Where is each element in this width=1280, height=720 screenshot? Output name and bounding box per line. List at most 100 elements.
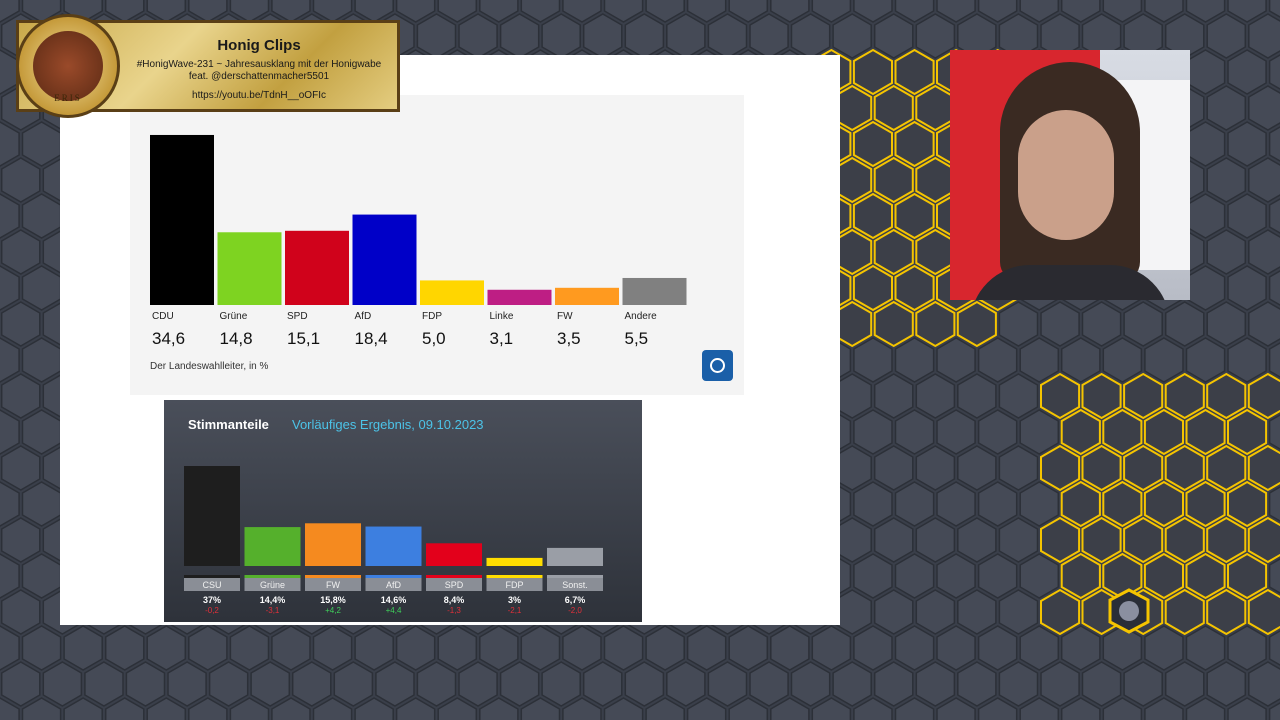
hex-cell-460: [1227, 408, 1268, 456]
chart1-bar-CDU: [150, 134, 214, 305]
hex-cell-706: [479, 697, 519, 720]
hex-cell-492: [1206, 444, 1247, 492]
hex-cell-525: [1185, 480, 1226, 528]
hex-cell-56: [894, 0, 935, 23]
hex-cell-550: [873, 517, 914, 563]
chart2-category-label: SPD: [445, 580, 464, 590]
hex-cell-631: [104, 625, 145, 671]
hex-cell-395: [1268, 342, 1280, 378]
hex-cell-651: [936, 625, 976, 671]
hex-cell-670: [375, 661, 415, 707]
hex-cell-388: [977, 337, 1018, 383]
hex-cell-294: [1206, 229, 1247, 275]
hex-cell-87: [832, 13, 872, 59]
hex-cell-558: [1206, 516, 1247, 564]
chart2-bar-Sonst.: [547, 547, 603, 566]
hex-cell-717: [936, 697, 976, 720]
chart1-plot: CDU 34,6 Grüne 14,8 SPD 15,1 AfD 18,4 FDP 5,0 Link…: [150, 134, 687, 348]
hex-cell-393: [1185, 337, 1226, 383]
hex-cell-710: [645, 697, 685, 720]
hex-cell-97: [1248, 13, 1280, 59]
chart2-bar-underline: [486, 575, 543, 578]
hex-cell-524: [1143, 480, 1184, 528]
hex-cell-459: [1185, 408, 1226, 456]
chart2-bar-Grüne: [244, 527, 301, 566]
hex-cell-199: [0, 157, 41, 203]
hex-cell-659: [1268, 630, 1280, 666]
chart2-category-label: FW: [326, 580, 340, 590]
hex-cell-696: [63, 697, 103, 720]
hex-cell-646: [728, 625, 769, 671]
hex-cell-45: [437, 0, 478, 23]
hex-cell-424: [1123, 372, 1164, 420]
chart2-category-label: CSU: [202, 580, 221, 590]
hex-cell-591: [1185, 552, 1226, 600]
banner-link[interactable]: https://youtu.be/TdnH__oOFIc: [192, 90, 326, 101]
hex-cell-162: [1206, 85, 1247, 131]
hex-cell-328: [1227, 265, 1267, 311]
hex-cell-526: [1227, 480, 1268, 528]
hex-cell-485: [915, 445, 956, 491]
hex-cell-42: [312, 0, 353, 23]
hex-cell-718: [977, 697, 1018, 720]
hex-cell-420: [957, 373, 997, 419]
hex-cell-187: [852, 120, 893, 168]
hex-cell-51: [686, 0, 727, 23]
hex-cell-426: [1206, 372, 1247, 420]
hex-cell-286: [873, 228, 914, 276]
chart2-value-label: 3%: [508, 595, 521, 605]
hex-cell-637: [354, 625, 394, 671]
hex-cell-635: [271, 625, 311, 671]
hex-cell-683: [915, 661, 956, 707]
hex-cell-632: [146, 625, 187, 671]
hex-cell-496: [0, 481, 20, 527]
hex-cell-650: [894, 625, 935, 671]
hex-cell-562: [0, 553, 20, 599]
hex-cell-392: [1144, 337, 1184, 383]
hex-cell-461: [1268, 414, 1280, 450]
hex-cell-639: [437, 625, 478, 671]
hex-cell-684: [957, 661, 997, 707]
hex-cell-61: [1102, 0, 1143, 23]
hex-cell-83: [666, 13, 706, 59]
hex-cell-91: [998, 13, 1039, 59]
hex-cell-700: [229, 697, 270, 720]
chart2-change-label: -1,3: [447, 606, 461, 615]
hex-cell-671: [416, 661, 457, 707]
hex-cell-687: [1081, 661, 1122, 707]
hex-cell-360: [1206, 301, 1247, 347]
hex-cell-713: [770, 697, 810, 720]
hex-cell-640: [479, 625, 519, 671]
hex-cell-82: [624, 13, 665, 59]
hex-cell-228: [1206, 157, 1247, 203]
chart2-title: Stimmanteile: [188, 417, 269, 432]
hex-cell-722: [1144, 697, 1184, 720]
hex-cell-593: [1268, 558, 1280, 594]
hex-cell-456: [1060, 408, 1101, 456]
hex-cell-629: [21, 625, 62, 671]
hex-cell-554: [1040, 516, 1081, 564]
chart2-bar-underline: [244, 575, 301, 578]
hex-cell-331: [0, 301, 41, 347]
hex-cell-319: [852, 264, 893, 312]
hex-cell-563: [21, 553, 62, 599]
chart2-category-label: FDP: [506, 580, 524, 590]
hex-cell-487: [998, 445, 1039, 491]
chart1-value-label: 5,0: [422, 329, 446, 348]
hex-cell-719: [1019, 697, 1060, 720]
hex-cell-329: [1268, 270, 1280, 306]
hex-cell-708: [562, 697, 602, 720]
chart1-source: Der Landeswahlleiter, in %: [150, 361, 269, 372]
hex-cell-681: [832, 661, 872, 707]
hex-cell-595: [0, 589, 41, 635]
hex-cell-714: [811, 697, 852, 720]
chart2-bar-CSU: [184, 466, 240, 566]
hex-cell-625: [1247, 588, 1280, 636]
hex-cell-387: [936, 337, 976, 383]
hex-cell-649: [853, 625, 893, 671]
chart1-category-label: Grüne: [220, 311, 248, 322]
chart1-value-label: 3,1: [490, 329, 514, 348]
hex-cell-552: [957, 517, 997, 563]
hex-cell-90: [957, 13, 997, 59]
hex-cell-38: [146, 0, 187, 23]
